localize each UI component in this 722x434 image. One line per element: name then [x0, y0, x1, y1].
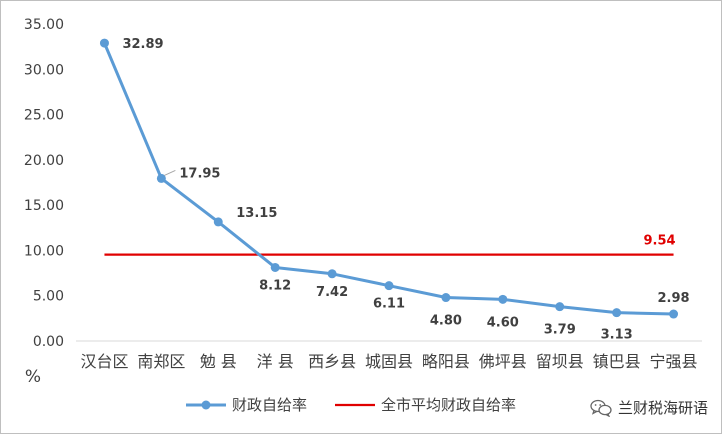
average-line-group: 9.54 [104, 234, 676, 256]
data-label: 3.13 [601, 328, 633, 343]
average-data-label: 9.54 [644, 234, 676, 249]
data-labels-group: 32.89 17.95 13.15 8.12 7.42 6.11 4.80 4.60 3.79 3… [122, 37, 689, 343]
data-point [213, 217, 223, 227]
y-tick-label: 30.00 [24, 62, 64, 78]
legend-swatch-marker [201, 400, 211, 410]
x-tick-label: 西乡县 [308, 352, 356, 371]
data-point [99, 38, 109, 48]
data-label: 3.79 [544, 323, 576, 338]
data-point [327, 269, 337, 279]
y-tick-label: 25.00 [24, 108, 64, 124]
wechat-icon [590, 399, 612, 417]
legend-label: 全市平均财政自给率 [381, 396, 516, 414]
y-tick-label: 20.00 [24, 153, 64, 169]
data-point [441, 293, 451, 303]
data-point [669, 309, 679, 319]
data-label: 8.12 [259, 278, 291, 293]
legend-label: 财政自给率 [232, 396, 307, 414]
x-tick-label: 南郑区 [137, 352, 185, 371]
data-label: 6.11 [373, 297, 405, 312]
x-tick-label: 略阳县 [422, 352, 470, 371]
x-tick-label: 宁强县 [650, 352, 698, 371]
data-point [555, 302, 565, 312]
data-label-leader [164, 169, 176, 176]
y-tick-label: 10.00 [24, 243, 64, 259]
axes: 0.00 5.00 10.00 15.00 20.00 25.00 30.00 35.00 汉台… [24, 17, 702, 387]
data-point [384, 281, 394, 291]
x-tick-label: 佛坪县 [479, 352, 527, 371]
y-tick-label: 0.00 [33, 334, 64, 350]
data-label: 4.60 [487, 315, 519, 330]
y-tick-label: 35.00 [24, 17, 64, 33]
data-point [156, 173, 166, 183]
watermark: 兰财税海研语 [590, 397, 708, 418]
data-label: 17.95 [179, 166, 220, 181]
x-tick-label: 城固县 [365, 352, 413, 371]
data-point [612, 308, 622, 318]
data-label: 32.89 [122, 37, 163, 52]
data-label: 2.98 [658, 291, 690, 306]
data-label: 7.42 [316, 285, 348, 300]
y-tick-label: 15.00 [24, 198, 64, 214]
y-axis-label: % [25, 367, 41, 387]
data-label: 13.15 [236, 206, 277, 221]
series-group [99, 38, 679, 319]
data-label: 4.80 [430, 314, 462, 329]
x-tick-label: 勉 县 [200, 352, 237, 371]
x-tick-label: 汉台区 [80, 352, 128, 371]
x-tick-label: 留坝县 [536, 352, 584, 371]
x-tick-label: 洋 县 [257, 352, 294, 371]
data-point [270, 262, 280, 272]
legend: 财政自给率 全市平均财政自给率 [186, 396, 516, 414]
data-point [498, 294, 508, 304]
x-tick-label: 镇巴县 [593, 352, 641, 371]
y-tick-label: 5.00 [33, 289, 64, 305]
watermark-text: 兰财税海研语 [617, 399, 708, 417]
